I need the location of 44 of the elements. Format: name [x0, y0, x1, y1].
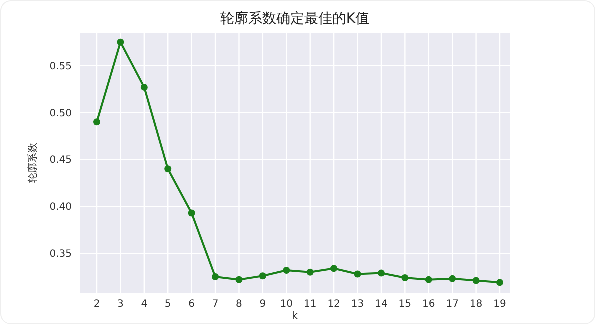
point: [425, 276, 432, 284]
y-tick-label: 0.35: [50, 249, 72, 260]
y-tick-label: 0.55: [50, 61, 72, 72]
point: [496, 279, 504, 286]
point: [140, 84, 148, 91]
x-tick-label: 2: [94, 299, 100, 310]
x-tick-label: 19: [494, 299, 506, 310]
x-tick-label: 10: [280, 299, 294, 310]
point: [378, 270, 385, 277]
x-tick-label: 14: [375, 299, 388, 310]
y-tick-label: 0.50: [50, 108, 72, 120]
x-tick-label: 15: [398, 299, 412, 310]
x-tick-label: 13: [351, 299, 364, 310]
point: [117, 38, 124, 46]
point: [283, 266, 290, 274]
x-tick-label: 3: [118, 299, 124, 310]
point: [354, 270, 362, 278]
x-tick-label: 18: [470, 299, 483, 310]
point: [330, 265, 338, 272]
point: [449, 275, 456, 282]
x-tick-label: 7: [212, 299, 219, 310]
y-tick-label: 0.40: [50, 202, 72, 214]
point: [306, 268, 314, 276]
point: [212, 274, 220, 281]
point: [402, 274, 409, 282]
y-axis-title: 轮廓系数: [27, 143, 39, 183]
point: [94, 118, 100, 126]
y-tick-label: 0.45: [50, 155, 72, 166]
chart-title: 轮廓系数确定最佳的K值: [220, 11, 370, 27]
x-tick-label: 4: [141, 299, 148, 310]
x-tick-label: 16: [422, 299, 436, 310]
point: [472, 277, 480, 284]
point: [164, 166, 172, 173]
x-tick-label: 6: [188, 299, 196, 310]
x-tick-label: 11: [304, 299, 317, 310]
point: [188, 210, 196, 217]
point: [236, 276, 243, 284]
x-tick-label: 17: [446, 299, 459, 310]
x-axis-title: k: [292, 311, 298, 322]
x-tick-label: 5: [164, 299, 172, 310]
x-tick-label: 9: [260, 299, 266, 310]
point: [259, 272, 266, 280]
x-tick-label: 12: [328, 299, 340, 310]
x-tick-label: 8: [236, 299, 242, 310]
